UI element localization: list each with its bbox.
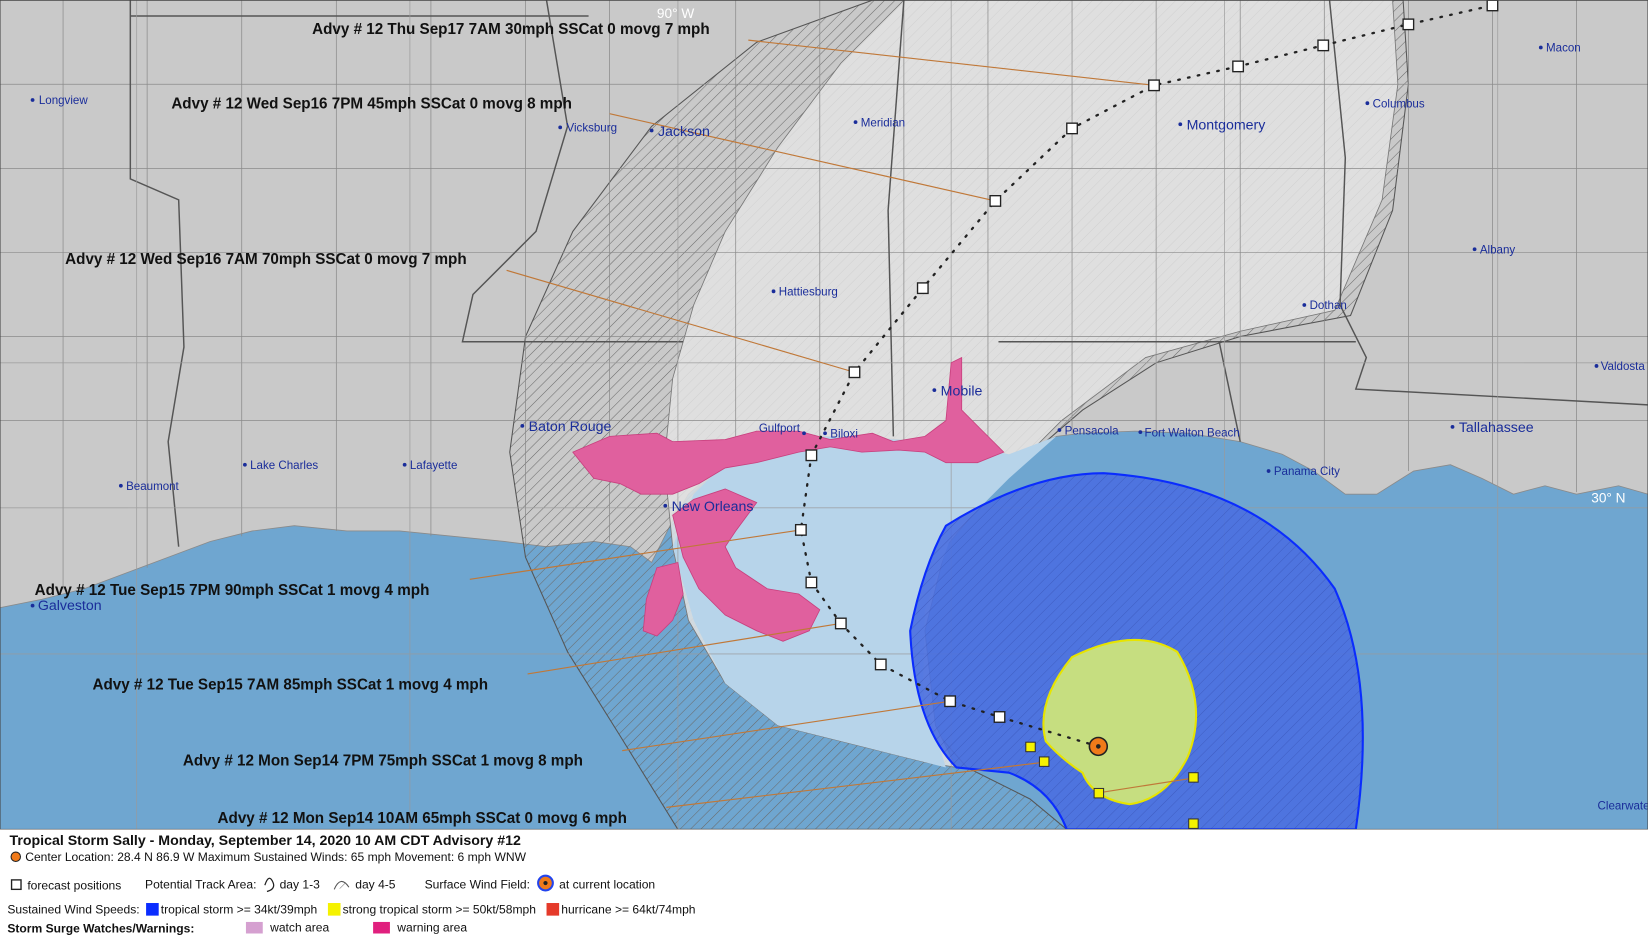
legend-item: forecast positions xyxy=(27,878,121,892)
legend-item: strong tropical storm >= 50kt/58mph xyxy=(343,903,536,917)
graticule-label: 90° W xyxy=(657,6,694,21)
city-label: Baton Rouge xyxy=(529,419,612,435)
forecast-positions xyxy=(794,0,1499,829)
legend-item: Potential Track Area: xyxy=(145,877,256,891)
county-lines xyxy=(0,0,1648,589)
legend-title: Tropical Storm Sally - Monday, September… xyxy=(9,833,521,849)
legend: Tropical Storm Sally - Monday, September… xyxy=(0,829,1648,940)
cities xyxy=(30,45,1599,608)
city-label: Lafayette xyxy=(410,460,458,472)
advisory-label: Advy # 12 Mon Sep14 7PM 75mph SSCat 1 mo… xyxy=(183,752,583,769)
legend-item: day 1-3 xyxy=(280,877,321,891)
legend-item: watch area xyxy=(269,920,329,934)
advisory-label: Advy # 12 Wed Sep16 7PM 45mph SSCat 0 mo… xyxy=(171,95,572,112)
legend-item: day 4-5 xyxy=(355,877,396,891)
city-label: Vicksburg xyxy=(567,123,618,135)
city-label: New Orleans xyxy=(672,499,754,515)
map: 90° W 30° N Longview Vicksburg Jackson M… xyxy=(0,0,1648,830)
city-label: Hattiesburg xyxy=(779,287,838,299)
city-label: Dothan xyxy=(1310,300,1347,312)
city-label: Valdosta xyxy=(1601,361,1646,373)
city-label: Macon xyxy=(1546,43,1581,55)
legend-item: Storm Surge Watches/Warnings: xyxy=(7,921,194,935)
legend-item: tropical storm >= 34kt/39mph xyxy=(161,903,317,917)
legend-item: at current location xyxy=(559,877,655,891)
strong-tropical-storm-wind-field xyxy=(1042,638,1198,806)
state-borders xyxy=(129,0,1648,547)
city-label: Tallahassee xyxy=(1459,420,1534,436)
city-label: Columbus xyxy=(1373,98,1425,110)
legend-item: warning area xyxy=(396,920,467,934)
city-label: Jackson xyxy=(658,124,710,140)
legend-item: Sustained Wind Speeds: xyxy=(7,903,139,917)
city-label: Pensacola xyxy=(1065,425,1120,437)
graticule-label: 30° N xyxy=(1591,491,1625,506)
advisory-label: Advy # 12 Tue Sep15 7PM 90mph SSCat 1 mo… xyxy=(35,582,430,599)
storm-surge-warning xyxy=(572,356,1005,642)
city-label: Fort Walton Beach xyxy=(1145,427,1240,439)
city-label: Mobile xyxy=(941,383,983,399)
advisory-label: Advy # 12 Tue Sep15 7AM 85mph SSCat 1 mo… xyxy=(92,677,488,694)
city-label: Albany xyxy=(1480,244,1516,256)
city-label: Lake Charles xyxy=(250,460,318,472)
city-label: Clearwater xyxy=(1598,800,1648,812)
legend-center: Center Location: 28.4 N 86.9 W Maximum S… xyxy=(25,850,526,864)
advisory-label: Advy # 12 Thu Sep17 7AM 30mph SSCat 0 mo… xyxy=(312,21,710,38)
city-label: Beaumont xyxy=(126,481,179,493)
legend-item: Surface Wind Field: xyxy=(425,877,530,891)
leader-lines xyxy=(469,39,1195,808)
advisory-label: Advy # 12 Wed Sep16 7AM 70mph SSCat 0 mo… xyxy=(65,251,466,268)
city-label: Gulfport xyxy=(759,423,801,435)
track-line xyxy=(799,4,1494,748)
city-label: Montgomery xyxy=(1187,117,1267,133)
current-location xyxy=(1088,736,1109,757)
city-label: Galveston xyxy=(38,598,102,614)
city-label: Longview xyxy=(39,95,88,107)
city-label: Panama City xyxy=(1274,466,1340,478)
advisory-label: Advy # 12 Mon Sep14 10AM 65mph SSCat 0 m… xyxy=(218,810,627,827)
city-label: Meridian xyxy=(861,117,905,129)
city-label: Biloxi xyxy=(830,428,858,440)
legend-item: hurricane >= 64kt/74mph xyxy=(561,903,695,917)
